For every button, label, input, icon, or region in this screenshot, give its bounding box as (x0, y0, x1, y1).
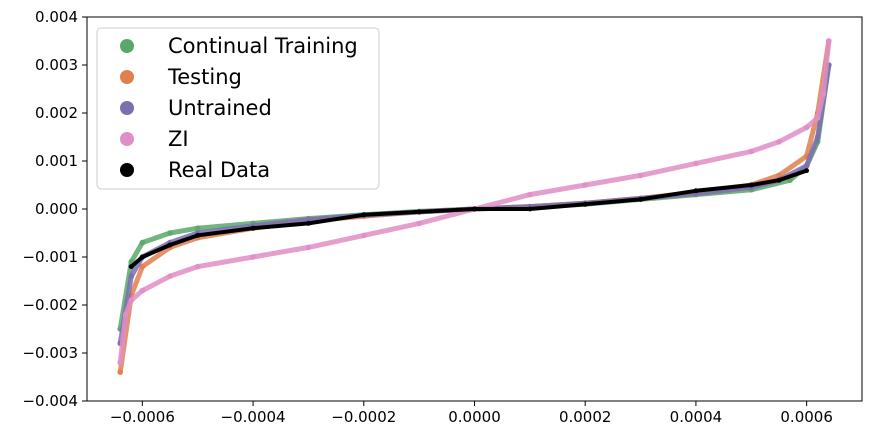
data-point-zi-11 (527, 191, 533, 198)
legend-marker-testing (120, 70, 134, 84)
x-tick-label: 0.0002 (559, 408, 612, 426)
data-point-real-data-14 (776, 177, 782, 183)
data-point-zi-0 (117, 359, 123, 366)
data-point-zi-4 (167, 273, 173, 280)
data-point-zi-5 (194, 263, 201, 270)
data-point-real-data-10 (582, 201, 588, 207)
x-tick-label: −0.0006 (110, 408, 175, 426)
data-point-zi-16 (776, 139, 782, 145)
axes-layer: −0.0006 −0.0004 −0.0002 0.0000 0.0002 0.0004 0… (22, 8, 832, 426)
y-tick-label: −0.001 (22, 248, 78, 266)
data-point-zi-17 (803, 124, 810, 131)
data-point-real-data-1 (139, 254, 145, 260)
legend: Continual Training Testing Untrained ZI Real… (96, 27, 380, 190)
data-point-zi-13 (637, 172, 644, 179)
data-point-untrained-17 (814, 134, 821, 140)
data-point-zi-19 (820, 91, 827, 97)
x-tick-label: −0.0002 (331, 408, 396, 426)
data-point-real-data-2 (167, 242, 173, 248)
y-tick-label: 0.004 (35, 8, 78, 26)
data-point-real-data-7 (416, 209, 422, 215)
series-line-real-data (129, 168, 809, 269)
legend-label-testing: Testing (167, 65, 242, 89)
x-tick-label: 0.0006 (780, 408, 833, 426)
data-point-zi-20 (826, 38, 832, 44)
data-point-testing-2 (139, 263, 146, 270)
data-point-zi-8 (361, 232, 367, 239)
data-point-zi-18 (814, 115, 821, 121)
data-point-untrained-16 (803, 163, 810, 169)
data-point-zi-6 (250, 254, 256, 260)
data-point-continual-training-4 (194, 225, 201, 231)
data-point-testing-0 (117, 369, 123, 376)
legend-marker-untrained (120, 101, 134, 115)
data-point-continual-training-2 (139, 239, 146, 246)
data-point-real-data-13 (748, 182, 754, 188)
data-point-continual-training-3 (167, 230, 173, 236)
x-tick-label: −0.0004 (221, 408, 286, 426)
y-tick-label: 0.001 (35, 152, 78, 170)
data-point-real-data-5 (305, 220, 311, 226)
legend-label-zi: ZI (168, 127, 189, 151)
data-point-zi-2 (128, 297, 135, 304)
data-point-zi-12 (582, 182, 588, 188)
legend-label-continual-training: Continual Training (168, 34, 358, 58)
data-point-zi-14 (693, 160, 699, 167)
data-point-real-data-11 (638, 196, 644, 202)
y-tick-label: 0.000 (35, 200, 78, 218)
data-point-real-data-6 (361, 212, 367, 218)
data-point-untrained-6 (305, 216, 312, 223)
series-real-data (128, 168, 810, 270)
data-point-real-data-3 (195, 232, 201, 238)
data-point-zi-1 (122, 311, 129, 318)
y-tick-label: −0.004 (22, 392, 78, 410)
data-point-zi-15 (748, 148, 755, 155)
legend-marker-real-data (120, 163, 134, 177)
data-point-real-data-12 (693, 188, 699, 194)
y-tick-label: 0.002 (35, 104, 78, 122)
y-tick-label: 0.003 (35, 56, 78, 74)
legend-label-untrained: Untrained (168, 96, 272, 120)
y-tick-label: −0.002 (22, 296, 78, 314)
y-tick-label: −0.003 (22, 344, 78, 362)
data-point-zi-3 (139, 287, 146, 294)
legend-box (96, 27, 380, 190)
series-layer (117, 38, 832, 376)
legend-label-real-data: Real Data (168, 158, 270, 182)
data-point-real-data-4 (250, 225, 256, 231)
data-point-real-data-15 (804, 168, 810, 174)
data-point-real-data-9 (527, 206, 533, 212)
data-point-real-data-0 (128, 264, 134, 270)
legend-marker-zi (120, 132, 134, 146)
x-tick-label: 0.0000 (448, 408, 501, 426)
data-point-zi-9 (416, 220, 422, 227)
data-point-zi-7 (305, 244, 312, 251)
data-point-real-data-8 (472, 206, 477, 212)
x-tick-label: 0.0004 (670, 408, 723, 426)
legend-marker-continual-training (120, 39, 134, 53)
data-point-untrained-1 (128, 273, 135, 280)
